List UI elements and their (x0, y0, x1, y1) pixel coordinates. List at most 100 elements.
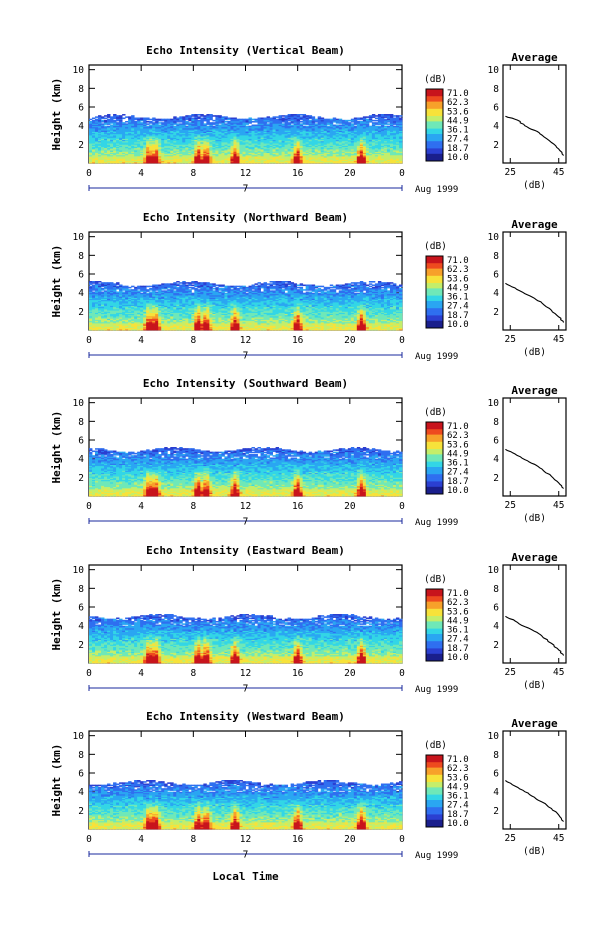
heatmap-cell (309, 120, 312, 122)
heatmap-cell (348, 122, 351, 124)
heatmap-cell (95, 116, 98, 118)
heatmap-cell (249, 118, 252, 120)
heatmap-cell (92, 281, 95, 283)
y-tick-label: 2 (78, 307, 84, 318)
heatmap-cell (330, 119, 333, 121)
avg-x-tick-label: 45 (553, 167, 564, 178)
heatmap-cell (315, 123, 318, 125)
heatmap-cell (303, 126, 306, 128)
month-label: Aug 1999 (415, 352, 458, 362)
heatmap-cell (107, 126, 110, 128)
avg-x-label: (dB) (523, 180, 546, 191)
heatmap-cell (191, 114, 194, 116)
heatmap-cell (92, 120, 95, 122)
heatmap-cell (146, 121, 149, 123)
heatmap-cell (294, 114, 297, 116)
avg-x-tick-label: 25 (505, 167, 516, 178)
heatmap-cell (185, 121, 188, 123)
y-axis-label: Height (km) (50, 78, 63, 151)
heatmap-cell (134, 118, 137, 120)
y-tick-label: 6 (78, 270, 84, 281)
heatmap-cell (333, 125, 336, 127)
heatmap-cell (233, 118, 236, 120)
heatmap-cell (152, 118, 155, 120)
heatmap-cells-2 (89, 281, 402, 330)
heatmap-cell (89, 121, 92, 123)
y-tick-label: 8 (78, 251, 84, 262)
heatmap-cells-1 (89, 114, 402, 163)
heatmap-cell (188, 122, 191, 124)
heatmap-cell (300, 114, 303, 116)
heatmap-cell (387, 123, 390, 125)
heatmap-cell (158, 125, 161, 127)
heatmap-cell (218, 125, 221, 127)
heatmap-cell (164, 119, 167, 121)
heatmap-cell (239, 119, 242, 121)
heatmap-cell (119, 115, 122, 117)
heatmap-cell (221, 116, 224, 118)
y-tick-label: 4 (78, 121, 84, 132)
heatmap-cell (224, 116, 227, 118)
heatmap-cell (206, 126, 209, 128)
heatmap-cell (339, 125, 342, 127)
heatmap-cell (212, 126, 215, 128)
heatmap-cell (393, 118, 396, 120)
heatmap-cell (261, 118, 264, 120)
heatmap-cell (104, 115, 107, 117)
heatmap-cell (399, 115, 402, 117)
heatmap-cell (218, 115, 221, 117)
x-tick-label: 16 (292, 335, 304, 346)
heatmap-cell (185, 115, 188, 117)
heatmap-cell (146, 126, 149, 128)
heatmap-cell (203, 115, 206, 117)
heatmap-cell (173, 116, 176, 118)
heatmap-cell (158, 119, 161, 121)
heatmap-cell (270, 118, 273, 120)
heatmap-cell (387, 126, 390, 128)
heatmap-cell (363, 116, 366, 118)
heatmap-cell (264, 118, 267, 120)
x-tick-label: 16 (292, 168, 304, 179)
heatmap-cell (116, 282, 119, 284)
heatmap-cell (128, 287, 131, 289)
x-tick-label: 20 (344, 335, 356, 346)
heatmap-cell (95, 281, 98, 283)
heatmap-cell (215, 115, 218, 117)
average-frame (503, 65, 566, 163)
heatmap-cell (134, 287, 137, 289)
heatmap-cell (140, 118, 143, 120)
y-tick-label: 10 (73, 65, 85, 76)
heatmap-cell (224, 121, 227, 123)
heatmap-cell (152, 122, 155, 124)
heatmap-cell (333, 118, 336, 120)
heatmap-cell (273, 116, 276, 118)
y-tick-label: 10 (73, 232, 85, 243)
heatmap-cell (300, 116, 303, 118)
heatmap-cell (327, 119, 330, 121)
avg-y-tick-label: 8 (493, 84, 499, 95)
heatmap-cell (366, 119, 369, 121)
heatmap-cell (125, 116, 128, 118)
heatmap-cell (252, 125, 255, 127)
heatmap-cell (140, 293, 143, 295)
heatmap-cell (146, 118, 149, 120)
y-tick-label: 2 (78, 140, 84, 151)
heatmap-cell (288, 122, 291, 124)
heatmap-cell (227, 121, 230, 123)
avg-y-tick-label: 2 (493, 307, 499, 318)
heatmap-cell (348, 120, 351, 122)
heatmap-cell (104, 120, 107, 122)
heatmap-cell (116, 122, 119, 124)
heatmap-cell (116, 292, 119, 294)
heatmap-cell (252, 119, 255, 121)
heatmap-cell (182, 116, 185, 118)
heatmap-cell (297, 114, 300, 116)
heatmap-cell (324, 119, 327, 121)
heatmap-cell (188, 115, 191, 117)
average-title: Average (511, 218, 558, 231)
x-tick-label: 8 (190, 335, 196, 346)
heatmap-cell (384, 114, 387, 116)
colorbar-unit: (dB) (424, 241, 447, 252)
y-tick-label: 6 (78, 103, 84, 114)
heatmap-cell (104, 282, 107, 284)
